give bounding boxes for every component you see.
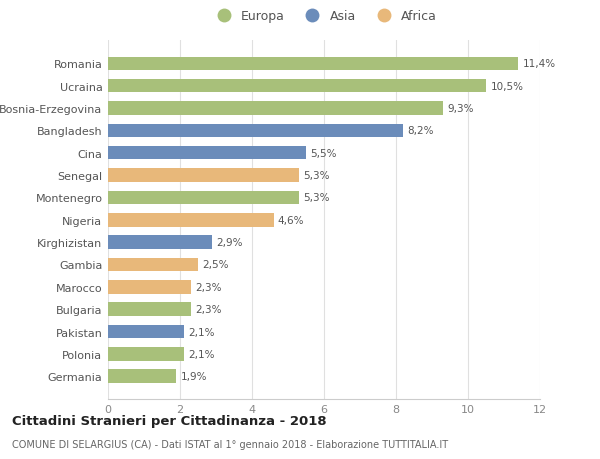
Bar: [108, 369, 176, 383]
Text: 2,1%: 2,1%: [188, 327, 214, 337]
Text: Cittadini Stranieri per Cittadinanza - 2018: Cittadini Stranieri per Cittadinanza - 2…: [12, 414, 326, 428]
Bar: [108, 303, 191, 316]
Bar: [108, 191, 299, 205]
Text: 1,9%: 1,9%: [181, 371, 207, 381]
Legend: Europa, Asia, Africa: Europa, Asia, Africa: [206, 5, 442, 28]
Text: 10,5%: 10,5%: [490, 82, 523, 91]
Bar: [108, 213, 274, 227]
Bar: [108, 280, 191, 294]
Text: 2,3%: 2,3%: [195, 304, 221, 314]
Bar: [108, 236, 212, 249]
Text: 5,5%: 5,5%: [310, 148, 337, 158]
Bar: [108, 347, 184, 361]
Bar: [108, 147, 306, 160]
Text: 8,2%: 8,2%: [407, 126, 434, 136]
Bar: [108, 102, 443, 116]
Text: COMUNE DI SELARGIUS (CA) - Dati ISTAT al 1° gennaio 2018 - Elaborazione TUTTITAL: COMUNE DI SELARGIUS (CA) - Dati ISTAT al…: [12, 440, 448, 449]
Text: 9,3%: 9,3%: [447, 104, 473, 114]
Bar: [108, 124, 403, 138]
Bar: [108, 325, 184, 338]
Text: 2,9%: 2,9%: [217, 238, 243, 247]
Text: 2,1%: 2,1%: [188, 349, 214, 359]
Text: 4,6%: 4,6%: [278, 215, 304, 225]
Text: 11,4%: 11,4%: [523, 59, 556, 69]
Text: 5,3%: 5,3%: [303, 193, 329, 203]
Text: 2,5%: 2,5%: [202, 260, 229, 270]
Bar: [108, 80, 486, 93]
Text: 2,3%: 2,3%: [195, 282, 221, 292]
Bar: [108, 57, 518, 71]
Bar: [108, 258, 198, 272]
Text: 5,3%: 5,3%: [303, 171, 329, 181]
Bar: [108, 169, 299, 182]
